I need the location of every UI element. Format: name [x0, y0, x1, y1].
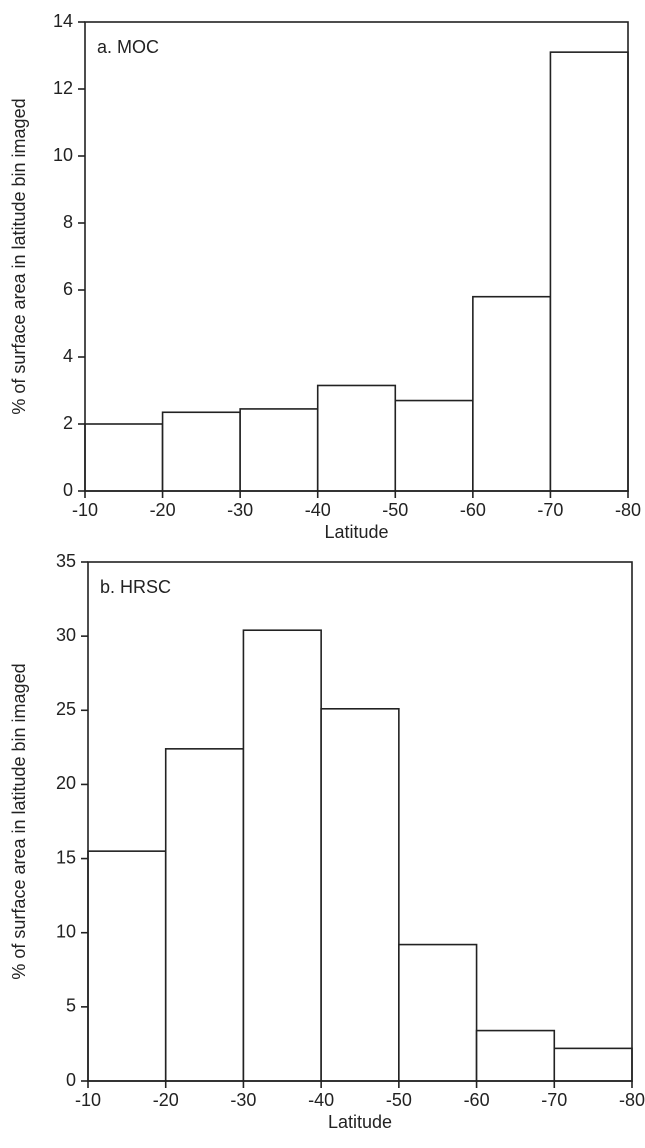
y-tick-label: 0	[63, 480, 73, 500]
histogram-bar	[84, 423, 164, 492]
plot-frame	[84, 21, 629, 492]
x-tick-label: -70	[537, 500, 563, 520]
x-tick-label: -60	[464, 1090, 490, 1110]
histogram-bar	[239, 408, 319, 492]
histogram-bar	[164, 748, 245, 1082]
x-tick-label: -30	[230, 1090, 256, 1110]
histogram-bar	[475, 1029, 556, 1082]
histogram-bar	[87, 850, 167, 1082]
panel-annotation: a. MOC	[97, 37, 159, 57]
y-tick-label: 10	[53, 145, 73, 165]
histogram-bar	[472, 295, 552, 492]
y-tick-label: 15	[56, 847, 76, 867]
x-tick-label: -70	[541, 1090, 567, 1110]
y-tick-label: 20	[56, 773, 76, 793]
x-axis-label: Latitude	[328, 1112, 392, 1132]
x-tick-label: -50	[382, 500, 408, 520]
histogram-bar	[553, 1047, 633, 1082]
x-tick-label: -20	[153, 1090, 179, 1110]
plot-frame	[87, 561, 633, 1082]
y-tick-label: 5	[66, 996, 76, 1016]
histogram-bar	[320, 708, 400, 1082]
y-tick-label: 4	[63, 346, 73, 366]
y-tick-label: 25	[56, 699, 76, 719]
y-tick-label: 10	[56, 921, 76, 941]
histogram-bar	[161, 411, 241, 492]
y-tick-label: 8	[63, 212, 73, 232]
y-axis-label: % of surface area in latitude bin imaged	[9, 663, 29, 979]
histogram-bar	[549, 51, 629, 492]
panel-annotation: b. HRSC	[100, 577, 171, 597]
y-axis-label: % of surface area in latitude bin imaged	[9, 98, 29, 414]
x-tick-label: -30	[227, 500, 253, 520]
y-tick-label: 6	[63, 279, 73, 299]
x-tick-label: -80	[615, 500, 641, 520]
y-tick-label: 12	[53, 78, 73, 98]
y-tick-label: 35	[56, 551, 76, 571]
histogram-bar	[242, 629, 322, 1082]
y-tick-label: 2	[63, 413, 73, 433]
histogram-bar	[398, 943, 478, 1082]
y-tick-label: 30	[56, 625, 76, 645]
x-tick-label: -50	[386, 1090, 412, 1110]
histogram-bar	[394, 399, 474, 492]
x-tick-label: -10	[72, 500, 98, 520]
y-tick-label: 0	[66, 1070, 76, 1090]
x-axis-label: Latitude	[324, 522, 388, 542]
x-tick-label: -40	[308, 1090, 334, 1110]
y-tick-label: 14	[53, 11, 73, 31]
x-tick-label: -10	[75, 1090, 101, 1110]
x-tick-label: -60	[460, 500, 486, 520]
x-tick-label: -40	[305, 500, 331, 520]
x-tick-label: -80	[619, 1090, 645, 1110]
histogram-bar	[316, 384, 397, 492]
x-tick-label: -20	[150, 500, 176, 520]
